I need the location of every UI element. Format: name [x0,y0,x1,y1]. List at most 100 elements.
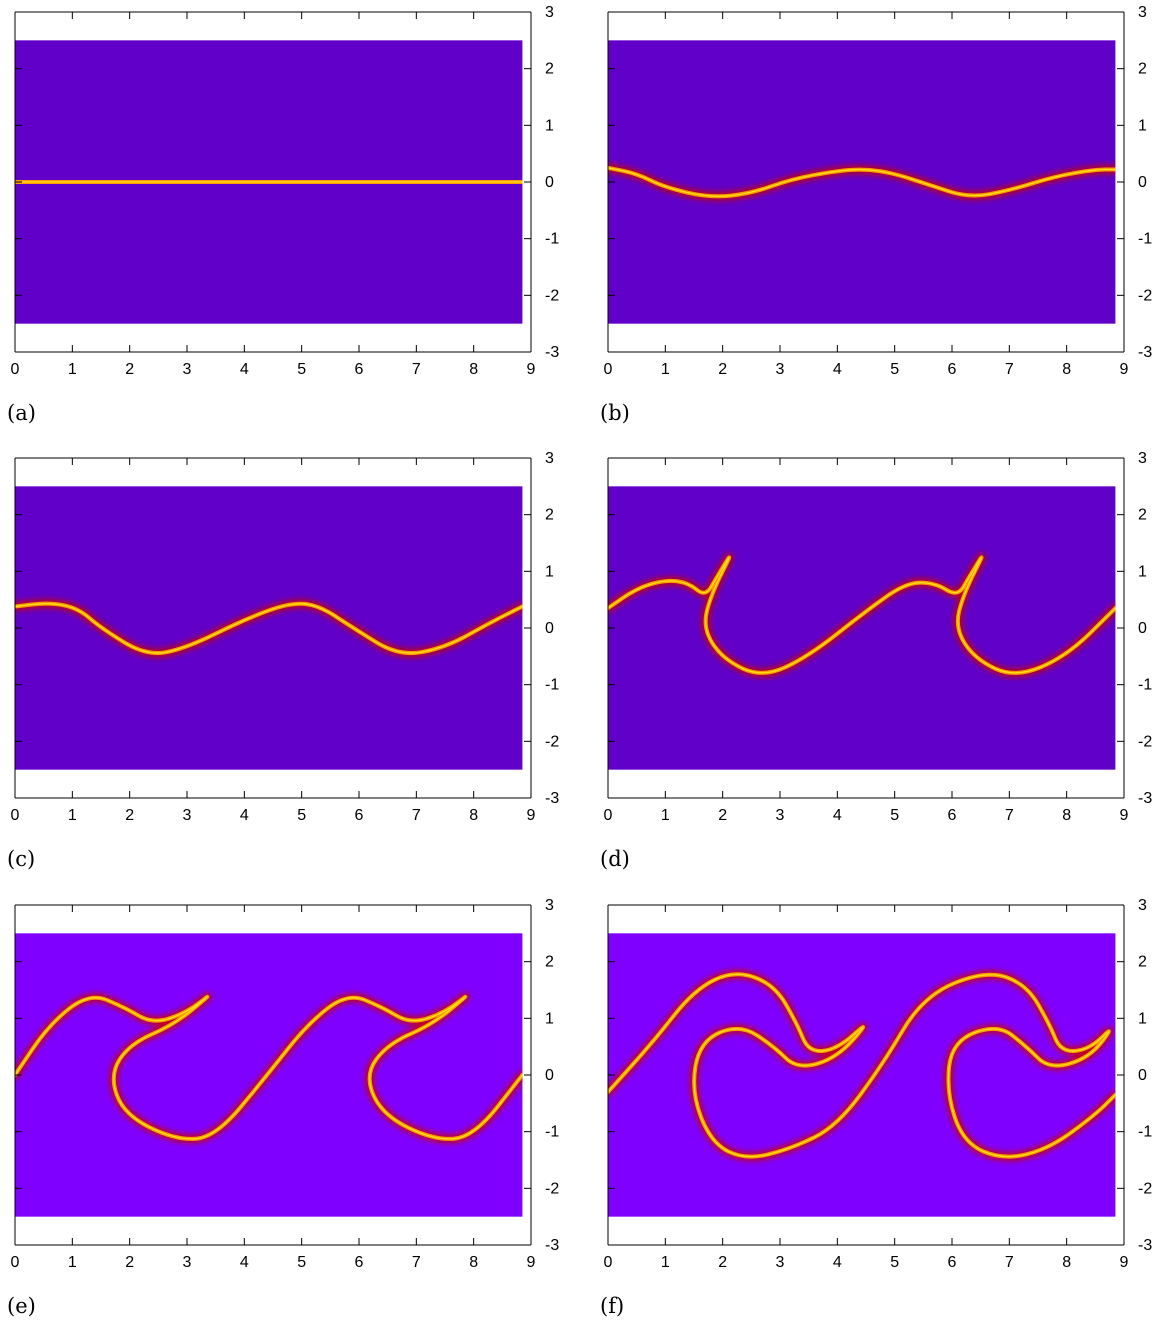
y-tick-label: 2 [545,507,554,524]
shear-layer [608,969,1116,1162]
x-tick-label: 4 [833,1254,842,1271]
shear-layer-highlight [608,556,1116,674]
x-tick-label: 5 [890,1254,899,1271]
x-tick-label: 1 [661,361,670,378]
panel-caption: (f) [600,1294,624,1318]
y-tick-label: -1 [545,1124,559,1141]
y-tick-label: -3 [1138,344,1152,361]
x-tick-label: 9 [1120,361,1129,378]
x-tick-label: 3 [776,1254,785,1271]
x-tick-label: 8 [1062,361,1071,378]
x-tick-label: 8 [1062,807,1071,824]
x-tick-label: 0 [604,1254,613,1271]
x-tick-label: 7 [412,1254,421,1271]
panel-caption: (b) [600,401,630,425]
y-tick-label: 2 [1138,507,1147,524]
y-tick-label: -3 [545,1237,559,1254]
x-tick-label: 8 [469,361,478,378]
x-tick-label: 7 [1005,807,1014,824]
x-tick-label: 3 [183,1254,192,1271]
x-tick-label: 4 [833,807,842,824]
x-tick-label: 1 [661,807,670,824]
x-tick-label: 3 [183,807,192,824]
x-tick-label: 6 [948,361,957,378]
y-tick-label: -2 [1138,287,1152,304]
shear-layer-highlight [15,603,523,654]
x-tick-label: 9 [527,361,536,378]
y-tick-label: 2 [545,61,554,78]
y-tick-label: 3 [1138,897,1147,914]
y-tick-label: 1 [545,1010,554,1027]
x-tick-label: 6 [355,807,364,824]
x-tick-label: 6 [355,1254,364,1271]
y-tick-label: 0 [545,620,554,637]
y-tick-label: -2 [1138,733,1152,750]
x-tick-label: 5 [890,807,899,824]
x-tick-label: 1 [68,807,77,824]
y-tick-label: 1 [1138,563,1147,580]
x-tick-label: 5 [297,807,306,824]
y-tick-label: 1 [1138,1010,1147,1027]
x-tick-label: 0 [604,361,613,378]
y-tick-label: 3 [545,897,554,914]
y-tick-label: -2 [545,733,559,750]
x-tick-label: 7 [412,361,421,378]
panel-b: 0 1 2 3 4 5 6 7 8 9 3 2 1 0 -1 -2 -3 (b) [600,4,1152,425]
x-tick-label: 2 [718,1254,727,1271]
x-tick-label: 7 [412,807,421,824]
x-tick-label: 3 [776,361,785,378]
panel-f: 0 1 2 3 4 5 6 7 8 9 3 2 1 0 -1 -2 -3 (f) [600,897,1152,1318]
shear-layer [608,163,1116,201]
x-tick-label: 0 [11,807,20,824]
y-tick-label: 2 [1138,954,1147,971]
x-tick-label: 2 [125,807,134,824]
x-tick-label: 3 [776,807,785,824]
panel-d: 0 1 2 3 4 5 6 7 8 9 3 2 1 0 -1 -2 -3 (d) [600,450,1152,871]
panel-c: 0 1 2 3 4 5 6 7 8 9 3 2 1 0 -1 -2 -3 (c) [7,450,559,871]
x-tick-label: 2 [125,361,134,378]
x-tick-label: 9 [527,1254,536,1271]
shear-layer [15,599,523,658]
x-tick-label: 6 [948,807,957,824]
shear-layer-highlight [608,167,1116,197]
x-tick-label: 0 [11,361,20,378]
y-tick-label: -3 [1138,790,1152,807]
y-tick-label: -3 [545,790,559,807]
x-tick-label: 5 [297,1254,306,1271]
panel-caption: (d) [600,847,630,871]
y-tick-label: -3 [545,344,559,361]
y-tick-label: 1 [545,117,554,134]
panel-e: 0 1 2 3 4 5 6 7 8 9 3 2 1 0 -1 -2 -3 (e) [7,897,559,1318]
y-tick-label: 0 [545,174,554,191]
x-tick-label: 6 [355,361,364,378]
panel-caption: (e) [7,1294,36,1318]
x-tick-label: 8 [469,1254,478,1271]
x-tick-label: 0 [604,807,613,824]
panel-caption: (a) [7,401,36,425]
x-tick-label: 4 [240,807,249,824]
x-tick-label: 1 [661,1254,670,1271]
y-tick-label: -2 [545,1180,559,1197]
x-tick-label: 7 [1005,1254,1014,1271]
y-tick-label: 2 [1138,61,1147,78]
x-tick-label: 9 [527,807,536,824]
shear-layer-highlight [608,973,1116,1158]
y-tick-label: 0 [1138,1067,1147,1084]
y-tick-label: 3 [1138,4,1147,21]
y-tick-label: -1 [1138,677,1152,694]
panel-caption: (c) [7,847,35,871]
x-tick-label: 1 [68,1254,77,1271]
x-tick-label: 7 [1005,361,1014,378]
y-tick-label: 3 [1138,450,1147,467]
x-tick-label: 9 [1120,1254,1129,1271]
x-tick-label: 2 [718,807,727,824]
y-tick-label: -2 [1138,1180,1152,1197]
y-tick-label: -1 [545,231,559,248]
y-tick-label: -2 [545,287,559,304]
x-tick-label: 9 [1120,807,1129,824]
shear-layer-highlight [15,996,523,1140]
x-tick-label: 6 [948,1254,957,1271]
x-tick-label: 2 [125,1254,134,1271]
y-tick-label: 3 [545,450,554,467]
